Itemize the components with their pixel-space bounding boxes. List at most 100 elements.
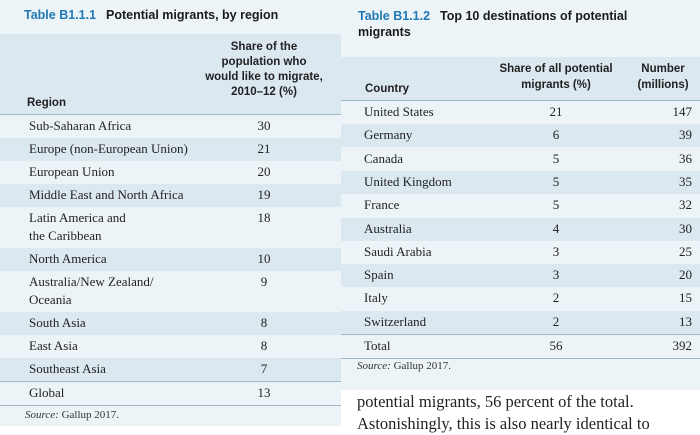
- share-value: 13: [257, 385, 271, 400]
- country-name: Australia: [364, 220, 412, 236]
- region-name: European Union: [29, 163, 115, 181]
- table-row: Latin America and the Caribbean 18: [0, 207, 341, 248]
- column-header-country: Country: [365, 83, 410, 95]
- number-value: 32: [679, 197, 692, 213]
- table-row: South Asia 8: [0, 312, 341, 335]
- total-row: Total 56 392: [341, 334, 700, 359]
- region-name: Latin America and the Caribbean: [29, 209, 126, 245]
- region-name-line: Australia/New Zealand/: [29, 274, 154, 289]
- number-value: 25: [679, 243, 692, 259]
- country-name: Saudi Arabia: [364, 243, 432, 259]
- region-name-line: European Union: [29, 164, 115, 179]
- number-value: 392: [672, 338, 693, 353]
- share-value: 5: [552, 173, 560, 189]
- region-name: Global: [29, 384, 64, 402]
- region-name: South Asia: [29, 314, 86, 332]
- source-note: Source: Gallup 2017.: [25, 409, 119, 421]
- region-name-line: East Asia: [29, 338, 78, 353]
- country-name: Italy: [364, 290, 388, 306]
- region-name-line: Global: [29, 385, 65, 400]
- table-header: Share of the population who would like t…: [0, 34, 341, 115]
- source-text: Gallup 2017.: [390, 360, 452, 372]
- header-line: Share of all potential: [499, 63, 613, 75]
- share-value: 5: [552, 150, 560, 166]
- share-value: 8: [260, 338, 268, 353]
- share-value: 5: [552, 197, 560, 213]
- share-value: 7: [260, 361, 268, 376]
- country-name: United States: [364, 104, 434, 119]
- table-title: Table B1.1.2 Top 10 destinations of poten…: [358, 8, 678, 40]
- region-name-line: Sub-Saharan Africa: [29, 118, 132, 133]
- table-row: Australia 4 30: [341, 217, 700, 241]
- region-name-line: South Asia: [29, 315, 86, 330]
- body-line: potential migrants, 56 percent of the to…: [357, 392, 634, 411]
- country-name: France: [364, 197, 400, 213]
- header-line: Share of the: [230, 41, 298, 53]
- region-name-line: Latin America and: [29, 210, 126, 225]
- table-title-text: Potential migrants, by region: [106, 8, 279, 22]
- share-value: 8: [260, 315, 268, 330]
- table-potential-migrants-by-region: Table B1.1.1 Potential migrants, by regio…: [0, 0, 341, 426]
- column-header-number: Number (millions): [626, 61, 700, 93]
- source-note: Source: Gallup 2017.: [357, 360, 451, 372]
- share-value: 30: [257, 118, 271, 133]
- body-paragraph: potential migrants, 56 percent of the to…: [357, 391, 697, 435]
- country-name: United Kingdom: [364, 173, 452, 189]
- region-name: Middle East and North Africa: [29, 186, 184, 204]
- share-value: 21: [257, 141, 271, 156]
- table-row: Germany 6 39: [341, 124, 700, 148]
- table-row: United States 21 147: [341, 101, 700, 124]
- header-line: population who: [221, 56, 307, 68]
- country-name: Total: [364, 338, 391, 353]
- source-label: Source:: [25, 409, 59, 421]
- region-name: East Asia: [29, 337, 78, 355]
- share-value: 9: [260, 274, 268, 289]
- table-row: France 5 32: [341, 194, 700, 217]
- share-value: 2: [552, 290, 560, 306]
- number-value: 15: [679, 290, 692, 306]
- region-name-line: Europe (non-European Union): [29, 141, 188, 156]
- country-name: Spain: [364, 267, 394, 283]
- header-line: 2010–12 (%): [231, 86, 297, 98]
- source-label: Source:: [357, 360, 391, 372]
- number-value: 13: [679, 313, 692, 329]
- region-name: Europe (non-European Union): [29, 140, 188, 158]
- share-value: 6: [552, 127, 560, 143]
- table-row: European Union 20: [0, 161, 341, 184]
- table-row: United Kingdom 5 35: [341, 170, 700, 194]
- column-header-region: Region: [27, 97, 66, 109]
- share-value: 4: [552, 220, 560, 236]
- share-value: 3: [552, 243, 560, 259]
- region-name-line: Southeast Asia: [29, 361, 106, 376]
- number-value: 39: [679, 127, 692, 143]
- number-value: 147: [672, 104, 693, 119]
- country-name: Switzerland: [364, 313, 427, 329]
- table-row: Europe (non-European Union) 21: [0, 138, 341, 161]
- header-line: (millions): [637, 79, 689, 91]
- table-row: Global 13: [0, 381, 341, 406]
- table-number: Table B1.1.1: [24, 8, 97, 22]
- region-name: Southeast Asia: [29, 360, 106, 378]
- number-value: 30: [679, 220, 692, 236]
- number-value: 36: [679, 150, 692, 166]
- header-line: would like to migrate,: [205, 71, 323, 83]
- number-value: 20: [679, 267, 692, 283]
- table-row: Sub-Saharan Africa 30: [0, 115, 341, 138]
- share-value: 3: [552, 267, 560, 283]
- table-row: Canada 5 36: [341, 148, 700, 171]
- body-line: Astonishingly, this is also nearly ident…: [357, 414, 650, 433]
- table-title: Table B1.1.1 Potential migrants, by regio…: [24, 8, 278, 22]
- header-line: migrants (%): [521, 79, 591, 91]
- table-row: Saudi Arabia 3 25: [341, 241, 700, 264]
- region-name-line: Oceania: [29, 292, 72, 307]
- share-value: 19: [257, 187, 271, 202]
- column-header-share: Share of all potential migrants (%): [491, 61, 621, 93]
- share-value: 2: [552, 313, 560, 329]
- header-line: Number: [641, 63, 685, 75]
- region-name: North America: [29, 250, 107, 268]
- table-top-10-destinations: Table B1.1.2 Top 10 destinations of poten…: [341, 0, 700, 390]
- share-value: 56: [549, 338, 563, 353]
- table-title-text-line2: migrants: [358, 25, 411, 39]
- table-row: Australia/New Zealand/Oceania 9: [0, 271, 341, 312]
- region-name-line: North America: [29, 251, 107, 266]
